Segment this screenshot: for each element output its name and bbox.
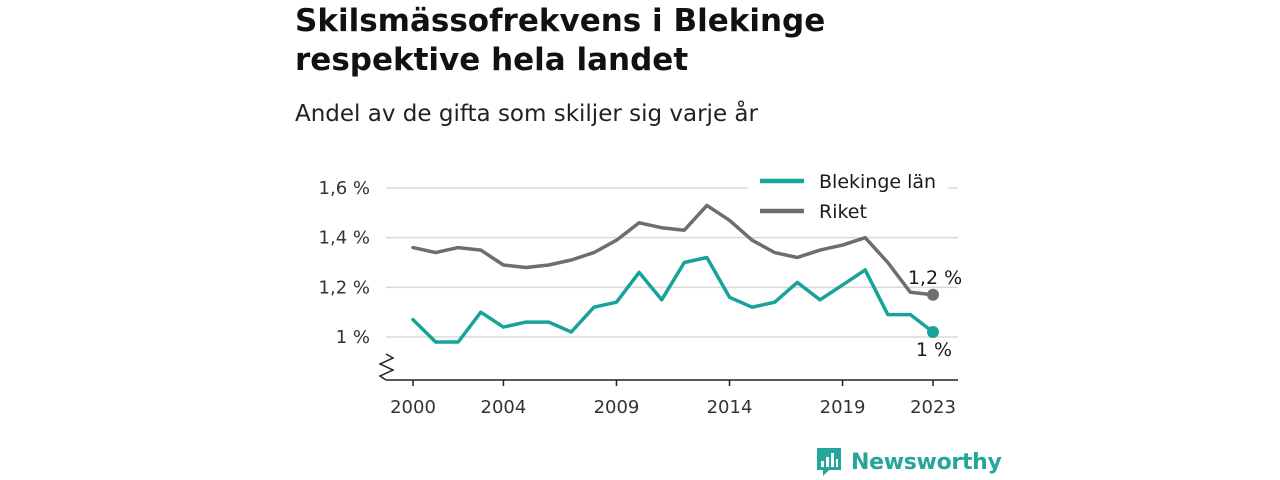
y-tick-label: 1 % xyxy=(336,327,370,348)
y-tick-label: 1,2 % xyxy=(319,277,370,298)
chart-title: Skilsmässofrekvens i Blekinge respektive… xyxy=(295,3,826,78)
x-axis-ticks: 2000 2004 2009 2014 2019 2023 xyxy=(390,380,956,418)
x-tick-label: 2019 xyxy=(820,397,866,418)
y-axis-ticks: 1 % 1,2 % 1,4 % 1,6 % xyxy=(319,178,370,348)
series-end-label: 1,2 % xyxy=(908,267,962,289)
y-tick-label: 1,6 % xyxy=(319,178,370,199)
series-end-point xyxy=(927,288,939,301)
legend: Blekinge län Riket xyxy=(748,169,948,225)
series-line xyxy=(411,255,935,344)
series-line xyxy=(411,203,935,297)
x-tick-label: 2014 xyxy=(707,397,753,418)
x-tick-label: 2009 xyxy=(594,397,640,418)
x-tick-label: 2004 xyxy=(481,397,527,418)
brand-name: Newsworthy xyxy=(851,449,1002,475)
legend-label: Riket xyxy=(819,201,867,223)
y-tick-label: 1,4 % xyxy=(319,228,370,249)
x-tick-label: 2000 xyxy=(390,397,436,418)
series-end-label: 1 % xyxy=(916,339,952,361)
axis-break-icon xyxy=(378,353,395,381)
chart-subtitle: Andel av de gifta som skiljer sig varje … xyxy=(295,101,758,127)
x-tick-label: 2023 xyxy=(910,397,956,418)
brand-logo: Newsworthy xyxy=(815,446,1002,478)
legend-label: Blekinge län xyxy=(819,171,936,193)
series-end-point xyxy=(927,326,939,339)
series-lines: 1,2 % 1 % xyxy=(411,203,962,361)
newsworthy-logo-icon xyxy=(817,448,841,476)
